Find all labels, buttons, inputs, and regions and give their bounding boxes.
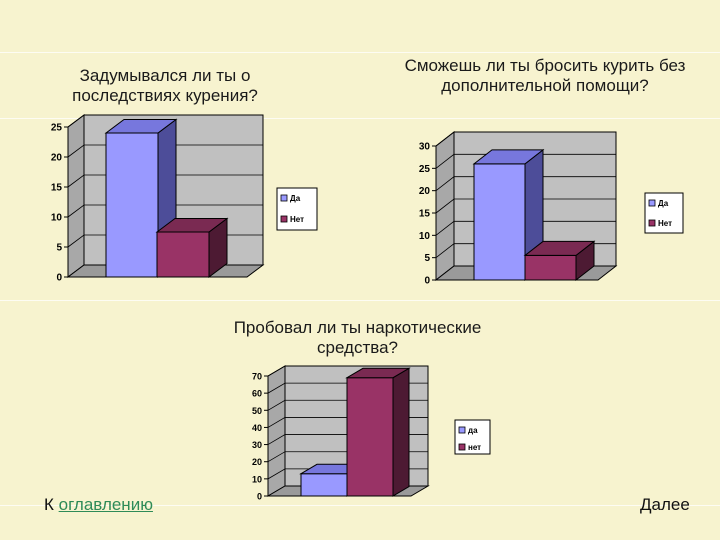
gridline — [435, 176, 616, 191]
y-tick-label: 5 — [424, 253, 430, 264]
gridline — [435, 153, 616, 169]
y-tick-label: 20 — [252, 457, 262, 467]
gridline — [435, 131, 616, 147]
y-tick-label: 20 — [51, 153, 63, 164]
y-tick-label: 10 — [419, 231, 431, 242]
bar-top — [104, 119, 178, 134]
legend-label: Нет — [658, 219, 672, 228]
bar-top — [345, 367, 411, 379]
bar-side — [392, 367, 410, 497]
side-wall — [267, 365, 286, 497]
y-tick-label: 0 — [424, 276, 430, 287]
y-tick-label: 30 — [252, 440, 262, 450]
legend-label: Да — [290, 194, 301, 203]
gridline — [67, 174, 263, 188]
bar-нет — [346, 377, 394, 497]
legend-swatch — [648, 219, 656, 227]
y-tick-label: 25 — [419, 164, 431, 175]
contents-prefix: К — [44, 495, 59, 514]
y-tick-label: 30 — [419, 142, 431, 153]
y-tick-label: 60 — [252, 389, 262, 399]
y-tick-label: 15 — [419, 209, 431, 220]
legend-label: Да — [658, 199, 669, 208]
bar-top — [523, 240, 596, 256]
contents-nav: К оглавлению — [44, 495, 153, 515]
y-tick-label: 15 — [51, 183, 63, 194]
legend-label: да — [468, 426, 478, 435]
y-tick-label: 10 — [51, 213, 63, 224]
next-button[interactable]: Далее — [640, 495, 690, 514]
gridline — [267, 365, 428, 377]
y-tick-label: 25 — [51, 123, 63, 134]
legend-label: Нет — [290, 215, 304, 224]
bar-top — [472, 149, 545, 165]
chart-3-title: Пробовал ли ты наркотические средства? — [233, 318, 482, 357]
legend-swatch — [458, 443, 466, 451]
y-tick-label: 10 — [252, 474, 262, 484]
gridline — [67, 204, 263, 218]
y-tick-label: 50 — [252, 406, 262, 416]
legend-swatch — [648, 199, 656, 207]
gridline — [67, 144, 263, 158]
chart-1-title: Задумывался ли ты о последствиях курения… — [72, 66, 258, 105]
legend-swatch — [280, 194, 288, 202]
bar-да — [300, 473, 348, 497]
y-tick-label: 70 — [252, 372, 262, 382]
y-tick-label: 20 — [419, 186, 431, 197]
contents-link[interactable]: оглавлению — [58, 495, 153, 514]
bar-Да — [473, 163, 526, 281]
legend-swatch — [458, 426, 466, 434]
gridline — [435, 220, 616, 236]
y-tick-label: 0 — [56, 273, 62, 284]
y-tick-label: 40 — [252, 423, 262, 433]
legend-label: нет — [468, 443, 481, 452]
bar-top — [155, 218, 229, 233]
gridline — [67, 114, 263, 128]
y-tick-label: 0 — [257, 492, 262, 502]
legend-swatch — [280, 215, 288, 223]
chart-2-title: Сможешь ли ты бросить курить без дополни… — [404, 56, 686, 95]
y-tick-label: 5 — [56, 243, 62, 254]
gridline — [435, 198, 616, 214]
